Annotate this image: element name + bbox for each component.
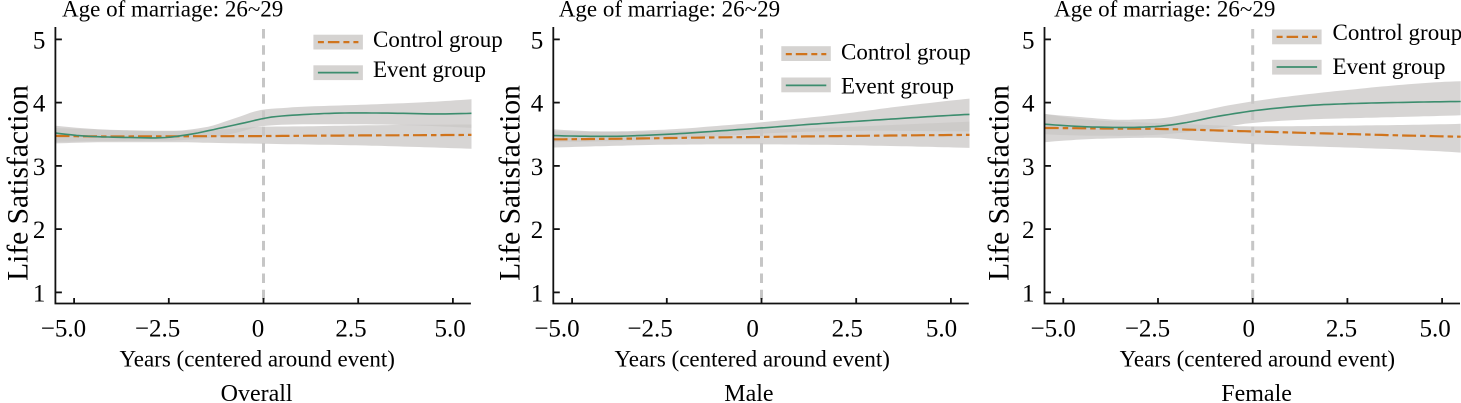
svg-text:4: 4 <box>33 91 46 118</box>
svg-text:−2.5: −2.5 <box>627 316 672 343</box>
svg-text:3: 3 <box>531 154 544 181</box>
svg-text:Life Satisfaction: Life Satisfaction <box>984 85 1016 281</box>
svg-text:−5.0: −5.0 <box>1031 316 1076 343</box>
svg-text:Event group: Event group <box>841 74 954 99</box>
svg-text:4: 4 <box>531 91 544 118</box>
svg-text:0: 0 <box>1242 316 1255 343</box>
svg-text:5: 5 <box>531 27 544 54</box>
svg-text:Life Satisfaction: Life Satisfaction <box>3 85 35 281</box>
svg-text:−2.5: −2.5 <box>1125 316 1170 343</box>
svg-text:Female: Female <box>1221 381 1292 403</box>
svg-text:Life Satisfaction: Life Satisfaction <box>495 85 527 281</box>
svg-text:5.0: 5.0 <box>434 316 465 343</box>
svg-text:2: 2 <box>33 217 46 244</box>
svg-text:Control group: Control group <box>373 27 503 52</box>
svg-text:3: 3 <box>1022 154 1035 181</box>
svg-text:1: 1 <box>531 280 544 307</box>
svg-text:−5.0: −5.0 <box>534 316 579 343</box>
svg-text:5: 5 <box>1022 27 1035 54</box>
svg-text:0: 0 <box>252 316 265 343</box>
svg-text:−2.5: −2.5 <box>135 316 180 343</box>
svg-text:1: 1 <box>33 280 46 307</box>
svg-text:5.0: 5.0 <box>1419 316 1450 343</box>
svg-text:Event group: Event group <box>1333 54 1446 79</box>
svg-text:Years (centered around event): Years (centered around event) <box>119 347 394 372</box>
svg-text:3: 3 <box>33 154 46 181</box>
svg-text:Age of marriage: 26~29: Age of marriage: 26~29 <box>559 0 780 22</box>
svg-text:4: 4 <box>1022 91 1035 118</box>
svg-text:Years (centered around event): Years (centered around event) <box>614 347 889 372</box>
svg-text:2.5: 2.5 <box>335 316 366 343</box>
svg-text:Control group: Control group <box>1333 20 1461 45</box>
svg-text:−5.0: −5.0 <box>41 316 86 343</box>
svg-text:Age of marriage: 26~29: Age of marriage: 26~29 <box>1054 0 1275 22</box>
svg-text:Control group: Control group <box>841 39 971 64</box>
svg-text:2: 2 <box>531 217 544 244</box>
svg-text:Age of marriage: 26~29: Age of marriage: 26~29 <box>62 0 283 22</box>
svg-text:5.0: 5.0 <box>926 316 957 343</box>
svg-text:Overall: Overall <box>221 381 293 403</box>
svg-text:Male: Male <box>724 381 773 403</box>
svg-text:0: 0 <box>746 316 759 343</box>
svg-text:2: 2 <box>1022 217 1035 244</box>
svg-text:Years (centered around event): Years (centered around event) <box>1120 347 1395 372</box>
svg-text:5: 5 <box>33 27 46 54</box>
svg-text:Event group: Event group <box>373 57 486 82</box>
svg-text:2.5: 2.5 <box>1326 316 1357 343</box>
svg-text:1: 1 <box>1022 280 1035 307</box>
svg-text:2.5: 2.5 <box>832 316 863 343</box>
